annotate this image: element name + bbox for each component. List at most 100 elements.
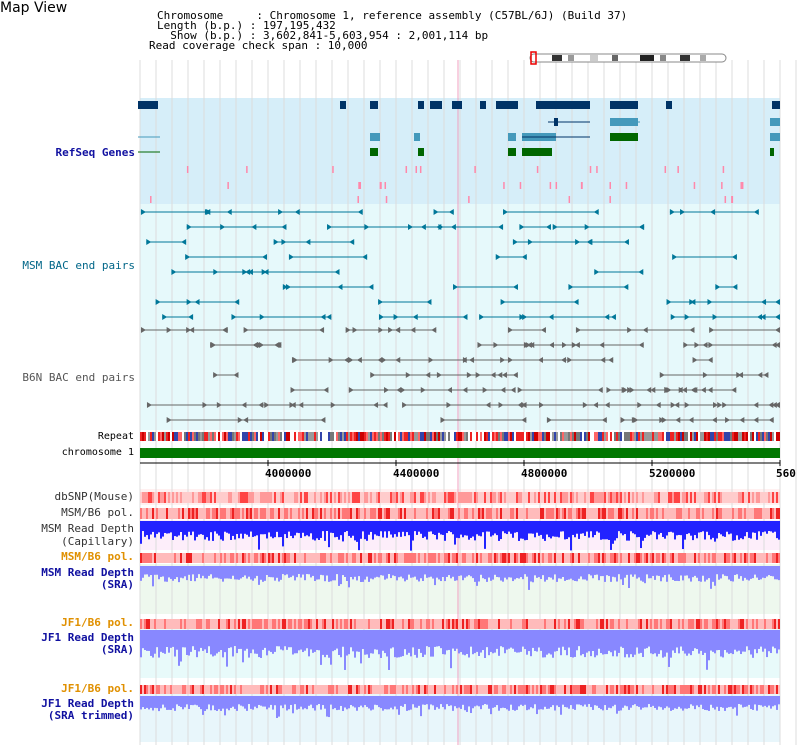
msm-b6-pol-2-cell: [284, 553, 286, 563]
msm-sra-depth-bar: [604, 566, 606, 582]
msm-b6-pol-2-cell: [330, 553, 332, 563]
msm-cap-depth-bar: [486, 521, 488, 532]
msm-b6-pol-cell: [718, 508, 720, 519]
repeat-segment: [620, 432, 622, 441]
jf1-b6-pol-2-cell: [420, 685, 422, 694]
msm-sra-depth-bar: [552, 566, 554, 580]
jf1-b6-pol-2-cell: [526, 685, 528, 694]
jf1-b6-pol-2-cell: [482, 685, 484, 694]
jf1-b6-pol-cell: [154, 619, 156, 629]
jf1-depth-bar: [470, 630, 472, 647]
msm-sra-depth-bar: [732, 566, 734, 582]
b6n-bac-end-marker: [620, 417, 626, 423]
dbsnp-cell: [722, 492, 724, 503]
msm-sra-depth-bar: [210, 566, 212, 575]
msm-b6-pol-cell: [416, 508, 418, 519]
b6n-bac-end-marker: [521, 417, 527, 423]
jf1-b6-pol-cell: [210, 619, 212, 629]
jf1-b6-pol-2-cell: [228, 685, 230, 694]
msm-b6-pol-2-cell: [382, 553, 384, 563]
msm-b6-pol-cell: [246, 508, 248, 519]
msm-sra-depth-bar: [756, 566, 758, 578]
repeat-segment: [300, 432, 302, 441]
dbsnp-cell: [180, 492, 182, 503]
jf1-depth-bar: [728, 630, 730, 654]
repeat-segment: [270, 432, 272, 441]
msm-b6-pol-cell: [216, 508, 218, 519]
msm-b6-pol-2-cell: [596, 553, 598, 563]
msm-sra-depth-bar: [582, 566, 584, 580]
msm-b6-pol-2-cell: [708, 553, 710, 563]
jf1-b6-pol-2-cell: [746, 685, 748, 694]
jf1-b6-pol-2-cell: [314, 685, 316, 694]
repeat-segment: [742, 432, 744, 441]
msm-cap-depth-bar: [154, 521, 156, 538]
jf1-trim-depth-bar: [778, 696, 780, 705]
jf1-b6-pol-2-cell: [276, 685, 278, 694]
jf1-b6-pol-cell: [332, 619, 334, 629]
msm-b6-pol-cell: [524, 508, 526, 519]
jf1-depth-bar: [378, 630, 380, 655]
msm-b6-pol-2-cell: [690, 553, 692, 563]
msm-b6-pol-cell: [774, 508, 776, 519]
msm-sra-depth-bar: [302, 566, 304, 575]
jf1-b6-pol-2-cell: [544, 685, 546, 694]
msm-sra-depth-bar: [158, 566, 160, 580]
msm-cap-depth-bar: [728, 521, 730, 535]
jf1-trim-depth-bar: [770, 696, 772, 709]
msm-b6-pol-cell: [634, 508, 636, 519]
repeat-segment: [550, 432, 552, 441]
msm-b6-pol-2-cell: [762, 553, 764, 563]
jf1-depth-bar: [298, 630, 300, 651]
jf1-depth-bar: [398, 630, 400, 658]
dbsnp-cell: [204, 492, 206, 503]
jf1-depth-bar: [176, 630, 178, 650]
msm-b6-pol-2-cell: [256, 553, 258, 563]
repeat-segment: [774, 432, 776, 441]
msm-sra-depth-bar: [268, 566, 270, 577]
b6n-bac-end-marker: [274, 342, 280, 348]
jf1-b6-pol-cell: [326, 619, 328, 629]
jf1-b6-pol-2-cell: [598, 685, 600, 694]
repeat-segment: [606, 432, 608, 441]
jf1-b6-pol-2-cell: [248, 685, 250, 694]
jf1-b6-pol-cell: [752, 619, 754, 629]
msm-cap-depth-bar: [238, 521, 240, 539]
b6n-bac-end-marker: [775, 327, 780, 333]
msm-cap-depth-bar: [230, 521, 232, 540]
msm-bac-end-marker: [426, 299, 432, 305]
jf1-b6-pol-2-cell: [378, 685, 380, 694]
track-label-refseq[interactable]: RefSeq Genes: [55, 146, 135, 159]
jf1-b6-pol-2-cell: [262, 685, 264, 694]
repeat-segment: [500, 432, 502, 441]
jf1-b6-pol-2-cell: [670, 685, 672, 694]
jf1-b6-pol-cell: [366, 619, 368, 629]
msm-sra-depth-bar: [440, 566, 442, 582]
jf1-trim-depth-bar: [290, 696, 292, 705]
jf1-trim-depth-bar: [248, 696, 250, 705]
repeat-segment: [548, 432, 550, 441]
msm-b6-pol-2-cell: [332, 553, 334, 563]
msm-b6-pol-cell: [694, 508, 696, 519]
msm-b6-pol-2-cell: [192, 553, 194, 563]
repeat-segment: [574, 432, 576, 441]
msm-b6-pol-2-cell: [428, 553, 430, 563]
msm-b6-pol-cell: [162, 508, 164, 519]
jf1-b6-pol-cell: [720, 619, 722, 629]
repeat-segment: [378, 432, 380, 441]
repeat-segment: [618, 432, 620, 441]
dbsnp-cell: [276, 492, 278, 503]
jf1-b6-pol-cell: [256, 619, 258, 629]
jf1-b6-pol-2-cell: [360, 685, 362, 694]
repeat-segment: [536, 432, 538, 441]
track-label-b6n-bac[interactable]: B6N BAC end pairs: [22, 371, 135, 384]
dbsnp-cell: [164, 492, 166, 503]
track-label-msm-bac[interactable]: MSM BAC end pairs: [22, 259, 135, 272]
msm-b6-pol-cell: [594, 508, 596, 519]
repeat-segment: [546, 432, 548, 441]
jf1-depth-bar: [362, 630, 364, 650]
msm-b6-pol-2-cell: [470, 553, 472, 563]
msm-b6-pol-2-cell: [186, 553, 188, 563]
jf1-b6-pol-2-cell: [740, 685, 742, 694]
